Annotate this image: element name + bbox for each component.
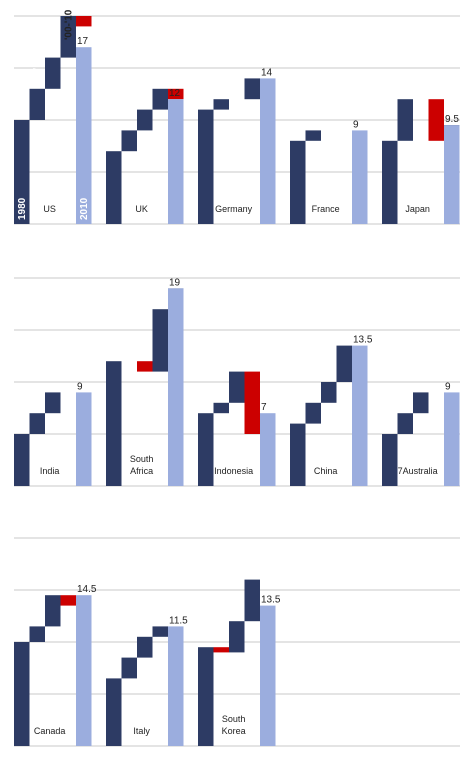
increase-bar (137, 109, 153, 131)
increase-bar (321, 382, 337, 403)
end-value-label: 7 (261, 402, 267, 413)
decrease-bar (137, 361, 153, 372)
end-value-label: 11.5 (169, 615, 188, 626)
decrease-bar (244, 371, 260, 434)
start-bar (198, 109, 214, 224)
panel-label: Africa (130, 466, 153, 476)
end-value-label: 9 (77, 381, 83, 392)
increase-bar (152, 626, 168, 637)
increase-bar (152, 88, 168, 110)
increase-bar (60, 16, 76, 58)
panel-label: India (40, 466, 60, 476)
panel-label: Germany (215, 204, 253, 214)
end-bar (168, 626, 184, 746)
start-bar (106, 678, 122, 746)
end-value-label: 13.5 (261, 595, 281, 606)
step-label: '90-'00 (48, 25, 59, 56)
panel-label: South (130, 454, 154, 464)
decrease-bar (213, 647, 229, 653)
end-value-label: 9 (353, 119, 359, 130)
end-bar (76, 392, 92, 486)
start-bar (198, 647, 214, 746)
increase-bar (397, 99, 413, 141)
start-bar (14, 434, 30, 486)
end-bar (260, 78, 276, 225)
end-bar (76, 47, 92, 225)
increase-bar (413, 392, 429, 414)
end-value-label: 12 (169, 88, 181, 99)
end-bar (352, 130, 368, 224)
step-label: 1980 (17, 197, 28, 220)
increase-bar (29, 88, 45, 120)
panel-label: Korea (222, 726, 246, 736)
increase-bar (121, 657, 137, 679)
panel-label: US (43, 204, 56, 214)
panel-label: Canada (34, 726, 66, 736)
increase-bar (213, 402, 229, 414)
end-value-label: 13.5 (353, 335, 373, 346)
end-bar (260, 605, 276, 746)
start-bar (106, 361, 122, 486)
increase-bar (305, 130, 321, 141)
start-bar (382, 434, 398, 486)
end-value-label: 14.5 (77, 584, 97, 595)
increase-bar (152, 309, 168, 372)
increase-bar (229, 371, 245, 403)
end-bar (168, 99, 184, 224)
start-bar (106, 151, 122, 224)
increase-bar (213, 99, 229, 110)
panel-label: UK (135, 204, 148, 214)
decrease-bar (76, 16, 92, 27)
end-value-label: 9 (445, 381, 451, 392)
increase-bar (229, 621, 245, 653)
end-bar (444, 125, 460, 224)
panel-label: Indonesia (214, 466, 253, 476)
increase-bar (29, 626, 45, 642)
start-bar (290, 140, 306, 224)
end-bar (260, 413, 276, 486)
increase-bar (45, 595, 61, 627)
end-value-label: 17 (77, 36, 89, 47)
start-bar (14, 642, 30, 746)
step-label: 2010 (79, 197, 90, 220)
increase-bar (121, 130, 137, 152)
decrease-bar (60, 595, 76, 606)
end-bar (76, 595, 92, 746)
increase-bar (45, 392, 61, 414)
start-bar (14, 120, 30, 224)
end-value-label: 9.5 (445, 114, 459, 125)
panel-label: Italy (133, 726, 150, 736)
increase-bar (305, 402, 321, 424)
end-value-label: 19 (169, 277, 181, 288)
decrease-bar (168, 88, 184, 100)
start-bar (290, 423, 306, 486)
step-label: '80-'90 (32, 56, 43, 87)
end-bar (168, 288, 184, 486)
increase-bar (244, 78, 260, 100)
increase-bar (244, 579, 260, 622)
panel-label: South (222, 714, 246, 724)
start-bar (198, 413, 214, 486)
increase-bar (29, 413, 45, 434)
increase-bar (137, 636, 153, 658)
increase-bar (45, 57, 61, 89)
end-bar (352, 345, 368, 486)
increase-bar (397, 413, 413, 434)
end-bar (444, 392, 460, 486)
step-label: '00-'10 (63, 9, 74, 40)
decrease-bar (428, 99, 444, 141)
panel-label: France (312, 204, 340, 214)
panel-label: Japan (405, 204, 430, 214)
increase-bar (336, 345, 352, 382)
panel-label: 7Australia (398, 466, 438, 476)
start-bar (382, 140, 398, 224)
panel-label: China (314, 466, 338, 476)
end-value-label: 14 (261, 67, 273, 78)
